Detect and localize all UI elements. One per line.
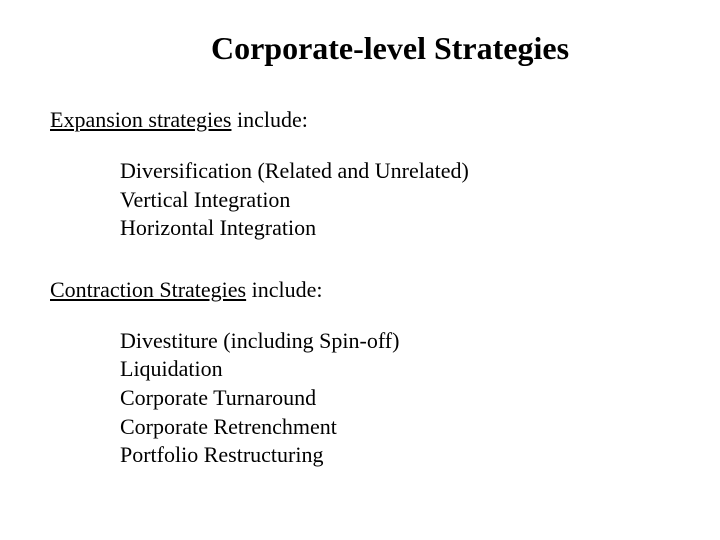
expansion-list: Diversification (Related and Unrelated) … xyxy=(120,157,670,243)
list-item: Vertical Integration xyxy=(120,186,670,215)
list-item: Corporate Turnaround xyxy=(120,384,670,413)
list-item: Liquidation xyxy=(120,355,670,384)
slide-title: Corporate-level Strategies xyxy=(110,30,670,67)
list-item: Divestiture (including Spin-off) xyxy=(120,327,670,356)
section-header-rest: include: xyxy=(231,107,307,132)
contraction-list: Divestiture (including Spin-off) Liquida… xyxy=(120,327,670,470)
section-header-contraction: Contraction Strategies include: xyxy=(50,277,670,303)
section-header-expansion: Expansion strategies include: xyxy=(50,107,670,133)
list-item: Diversification (Related and Unrelated) xyxy=(120,157,670,186)
list-item: Portfolio Restructuring xyxy=(120,441,670,470)
section-header-underlined: Contraction Strategies xyxy=(50,277,246,302)
list-item: Corporate Retrenchment xyxy=(120,413,670,442)
section-header-rest: include: xyxy=(246,277,322,302)
list-item: Horizontal Integration xyxy=(120,214,670,243)
section-header-underlined: Expansion strategies xyxy=(50,107,231,132)
